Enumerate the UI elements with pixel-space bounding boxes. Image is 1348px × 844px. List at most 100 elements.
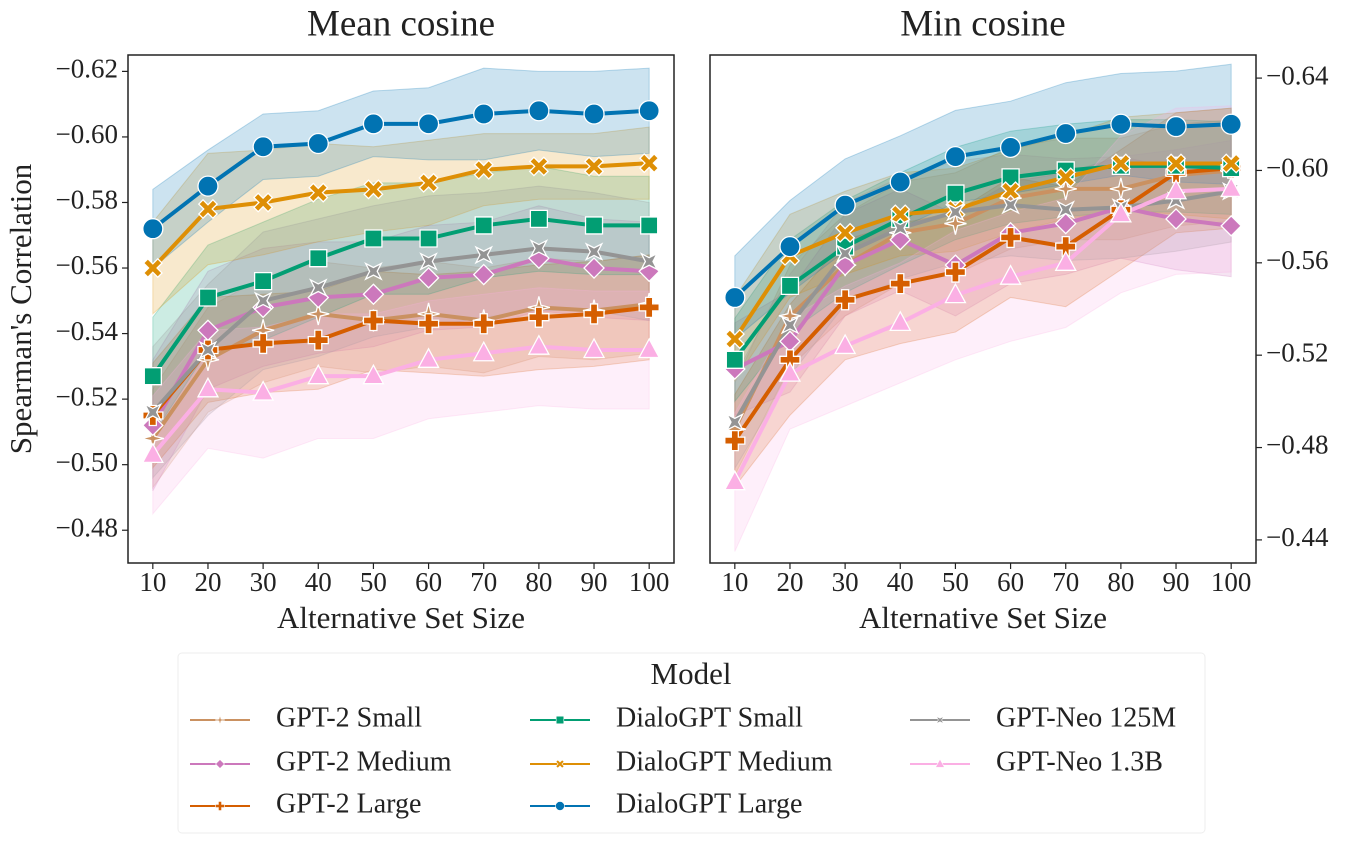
point-marker xyxy=(834,333,857,355)
y-tick-label: −0.48 xyxy=(1266,430,1328,460)
legend-label: GPT-2 Large xyxy=(276,788,421,819)
y-tick-label: −0.50 xyxy=(56,447,118,477)
point-marker xyxy=(529,209,549,229)
point-marker xyxy=(309,278,328,297)
legend-marker xyxy=(215,801,225,811)
point-marker xyxy=(946,202,965,222)
point-marker xyxy=(582,337,606,359)
point-marker xyxy=(364,262,383,281)
point-marker xyxy=(1001,195,1020,215)
y-tick-label: −0.60 xyxy=(1266,153,1328,183)
y-tick-label: −0.58 xyxy=(56,185,118,215)
point-marker xyxy=(999,226,1022,249)
point-marker xyxy=(419,229,438,248)
point-marker xyxy=(308,182,329,203)
point-marker xyxy=(889,310,912,332)
point-marker xyxy=(1000,181,1021,202)
y-tick-label: −0.52 xyxy=(56,381,118,411)
point-marker xyxy=(142,257,163,279)
point-marker xyxy=(890,204,911,225)
point-marker xyxy=(723,469,746,491)
x-tick-label: 60 xyxy=(997,567,1024,597)
x-tick-label: 60 xyxy=(415,567,442,597)
series-line xyxy=(151,305,650,417)
point-marker xyxy=(1110,153,1131,174)
point-marker xyxy=(834,289,856,311)
point-marker xyxy=(527,334,550,355)
point-marker xyxy=(638,296,660,319)
point-marker xyxy=(1220,176,1243,198)
point-marker xyxy=(891,218,910,238)
y-tick-label: −0.48 xyxy=(56,512,118,542)
point-marker xyxy=(419,252,438,271)
point-marker xyxy=(362,113,385,135)
point-marker xyxy=(584,216,604,235)
point-marker xyxy=(307,329,329,351)
point-marker xyxy=(944,282,967,304)
point-marker xyxy=(252,136,274,158)
point-marker xyxy=(583,156,605,177)
point-marker xyxy=(142,218,164,240)
point-marker xyxy=(364,229,383,248)
x-tick-label: 10 xyxy=(721,567,748,597)
point-marker xyxy=(473,103,495,125)
point-marker xyxy=(1056,200,1076,219)
series-line xyxy=(151,216,650,378)
point-marker xyxy=(197,198,219,220)
point-marker xyxy=(198,288,218,307)
point-marker xyxy=(584,242,604,261)
confidence-band xyxy=(152,185,650,480)
x-tick-label: 30 xyxy=(832,567,859,597)
point-marker xyxy=(1109,201,1132,223)
x-tick-label: 50 xyxy=(942,567,969,597)
point-marker xyxy=(472,263,495,286)
point-marker xyxy=(834,254,857,277)
legend-box xyxy=(177,652,1206,834)
plot-area xyxy=(141,67,661,516)
y-tick-label: −0.56 xyxy=(56,250,118,280)
x-tick-label: 40 xyxy=(887,567,914,597)
series-line xyxy=(733,186,1232,484)
x-tick-label: 100 xyxy=(1211,567,1252,597)
point-marker xyxy=(835,244,855,263)
series-line xyxy=(151,256,650,427)
point-marker xyxy=(253,192,274,213)
series-line xyxy=(733,122,1232,299)
legend-marker xyxy=(555,801,565,811)
point-marker xyxy=(252,380,275,401)
chart-title: Mean cosine xyxy=(307,3,495,44)
x-tick-label: 100 xyxy=(629,567,670,597)
point-marker xyxy=(1165,208,1187,230)
point-marker xyxy=(417,113,440,135)
point-marker xyxy=(1165,115,1187,138)
point-marker xyxy=(1054,250,1077,271)
y-tick-label: −0.64 xyxy=(1266,60,1329,90)
x-tick-label: 50 xyxy=(360,567,387,597)
confidence-band xyxy=(734,63,1232,341)
point-marker xyxy=(944,261,967,283)
point-marker xyxy=(528,306,550,328)
point-marker xyxy=(778,361,802,382)
point-marker xyxy=(1164,178,1188,200)
point-marker xyxy=(889,171,911,193)
x-tick-label: 70 xyxy=(470,567,497,597)
series-line xyxy=(733,166,1232,442)
point-marker xyxy=(638,337,661,359)
point-marker xyxy=(640,216,659,235)
x-tick-label: 90 xyxy=(1163,567,1190,597)
x-tick-label: 30 xyxy=(250,567,277,597)
point-marker xyxy=(472,340,495,362)
point-marker xyxy=(307,132,329,155)
point-marker xyxy=(474,245,493,265)
legend-marker xyxy=(555,715,565,725)
point-marker xyxy=(889,272,911,295)
point-marker xyxy=(725,350,744,369)
chart-title: Min cosine xyxy=(900,3,1065,44)
point-marker xyxy=(1055,167,1076,188)
legend-marker xyxy=(215,759,225,769)
point-marker xyxy=(307,363,330,385)
point-marker xyxy=(1220,214,1243,237)
point-marker xyxy=(1110,113,1132,135)
x-tick-label: 40 xyxy=(305,567,332,597)
x-tick-label: 90 xyxy=(581,567,608,597)
